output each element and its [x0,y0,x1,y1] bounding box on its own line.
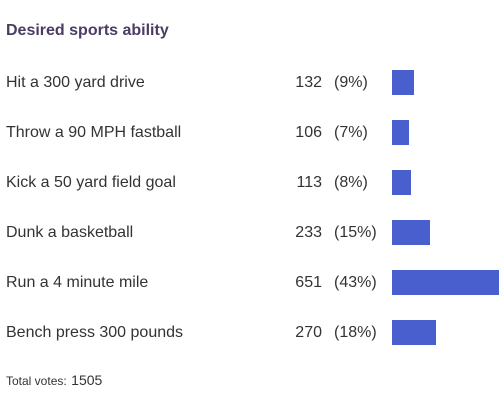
vote-percent: (43%) [334,274,377,291]
vote-bar [392,220,430,245]
vote-percent: (8%) [334,174,368,191]
vote-count: 233 [295,224,322,241]
vote-count: 270 [295,324,322,341]
option-label: Throw a 90 MPH fastball [6,124,182,141]
vote-count: 106 [295,124,322,141]
bar-track [392,120,499,145]
option-label: Run a 4 minute mile [6,274,149,291]
poll-row: Dunk a basketball 233 (15%) [0,208,501,258]
poll-rows: Hit a 300 yard drive 132 (9%) Throw a 90 MP… [0,58,501,358]
vote-percent: (15%) [334,224,377,241]
total-votes: Total votes: 1505 [6,372,102,390]
total-votes-value: 1505 [71,372,103,388]
vote-percent: (9%) [334,74,368,91]
vote-bar [392,70,414,95]
bar-track [392,70,499,95]
poll-row: Kick a 50 yard field goal 113 (8%) [0,158,501,208]
option-label: Bench press 300 pounds [6,324,184,341]
poll-row: Throw a 90 MPH fastball 106 (7%) [0,108,501,158]
bar-track [392,170,499,195]
poll-row: Run a 4 minute mile 651 (43%) [0,258,501,308]
vote-bar [392,270,499,295]
vote-count: 113 [296,174,322,191]
bar-track [392,220,499,245]
vote-percent: (7%) [334,124,368,141]
bar-track [392,270,499,295]
vote-count: 132 [295,74,322,91]
poll-row: Bench press 300 pounds 270 (18%) [0,308,501,358]
vote-bar [392,320,436,345]
vote-count: 651 [295,274,322,291]
vote-bar [392,170,411,195]
vote-percent: (18%) [334,324,377,341]
poll-title: Desired sports ability [6,22,169,39]
option-label: Hit a 300 yard drive [6,74,145,91]
poll-row: Hit a 300 yard drive 132 (9%) [0,58,501,108]
total-votes-label: Total votes: [6,374,67,388]
bar-track [392,320,499,345]
vote-bar [392,120,409,145]
option-label: Kick a 50 yard field goal [6,174,176,191]
option-label: Dunk a basketball [6,224,134,241]
